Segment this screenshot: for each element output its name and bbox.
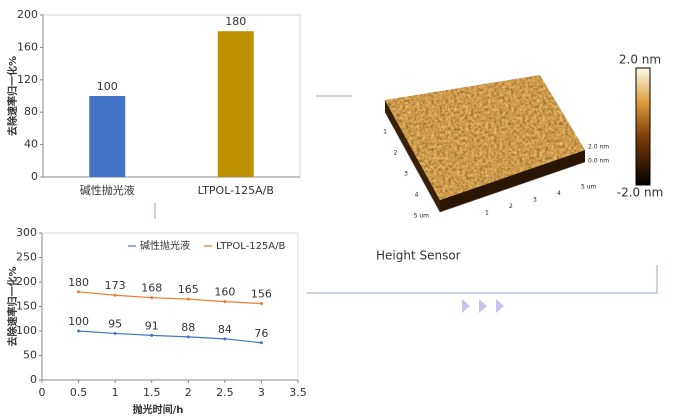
point [113, 331, 117, 335]
point [259, 341, 263, 345]
afm-axis-label: 5 um [581, 184, 597, 191]
bar [217, 31, 254, 178]
value-label: 156 [251, 288, 272, 301]
arrows [462, 299, 504, 313]
point [186, 297, 190, 301]
y-tick-label: 120 [17, 73, 38, 86]
afm-axis-label: 2 [394, 150, 398, 157]
point [186, 335, 190, 339]
y-tick-label: 160 [17, 40, 38, 53]
legend-label: 碱性抛光液 [140, 239, 190, 252]
value-label: 91 [145, 319, 159, 332]
point [223, 337, 227, 341]
point [223, 300, 227, 304]
y-tick-label: 200 [17, 8, 38, 21]
y-tick-label: 80 [24, 105, 38, 118]
value-label: 168 [141, 282, 162, 295]
y-tick-label: 0 [30, 373, 37, 386]
x-tick-label: 0 [39, 386, 46, 399]
y-axis-label: 去除速率归一化% [6, 266, 19, 346]
point [150, 333, 154, 337]
afm-label: Height Sensor [376, 249, 461, 263]
afm-axis-label: 1 [383, 129, 387, 136]
x-tick-label: 1.5 [143, 386, 161, 399]
x-tick-label: LTPOL-125A/B [198, 184, 274, 197]
colorbar-top: 2.0 nm [619, 53, 661, 67]
x-tick-label: 2 [185, 386, 192, 399]
afm-axis-label: 4 [415, 192, 419, 199]
plot-frame [41, 232, 299, 381]
value-label: 95 [108, 317, 122, 330]
x-tick-label: 3.5 [289, 386, 307, 399]
value-label: 180 [68, 276, 89, 289]
line [78, 330, 262, 344]
legend-label: LTPOL-125A/B [216, 241, 286, 252]
point [150, 296, 154, 300]
afm-axis-label: 5 um [414, 213, 430, 220]
afm-axis-label: 4 [557, 190, 561, 197]
colorbar-bottom: -2.0 nm [617, 186, 664, 200]
value-label: 100 [68, 315, 89, 328]
y-tick-label: 250 [16, 251, 37, 264]
value-label: 180 [225, 15, 246, 28]
plot-frame [42, 14, 301, 178]
y-tick-label: 200 [16, 275, 37, 288]
y-tick-label: 0 [31, 170, 38, 183]
afm-axis-label: 0.0 nm [588, 158, 609, 165]
afm-axis-label: 2 [509, 203, 513, 210]
x-tick-label: 2.5 [216, 386, 234, 399]
x-tick-label: 3 [258, 386, 265, 399]
point [113, 293, 117, 297]
afm-axis-label: 3 [533, 197, 537, 204]
value-label: 76 [254, 327, 268, 340]
y-tick-label: 150 [16, 300, 37, 313]
y-tick-label: 50 [23, 349, 37, 362]
value-label: 165 [178, 283, 199, 296]
colorbar [635, 67, 651, 186]
value-label: 100 [97, 80, 118, 93]
line [78, 291, 262, 305]
x-tick-label: 1 [112, 386, 119, 399]
y-tick-label: 100 [16, 324, 37, 337]
value-label: 173 [105, 279, 126, 292]
y-tick-label: 40 [24, 138, 38, 151]
y-tick-label: 300 [16, 226, 37, 239]
x-tick-label: 0.5 [70, 386, 88, 399]
connectors [154, 95, 658, 294]
x-axis-label: 抛光时间/h [133, 403, 184, 416]
value-label: 88 [181, 321, 195, 334]
value-label: 84 [218, 323, 232, 336]
point [77, 290, 81, 294]
y-axis-label: 去除速率归一化% [6, 56, 19, 136]
point [77, 329, 81, 333]
point [259, 302, 263, 306]
bar [89, 96, 126, 177]
afm-axis-label: 1 [485, 210, 489, 217]
value-label: 160 [214, 286, 235, 299]
afm-axis-label: 3 [404, 171, 408, 178]
afm-axis-label: 2.0 nm [588, 144, 609, 151]
x-tick-label: 碱性抛光液 [80, 183, 135, 197]
